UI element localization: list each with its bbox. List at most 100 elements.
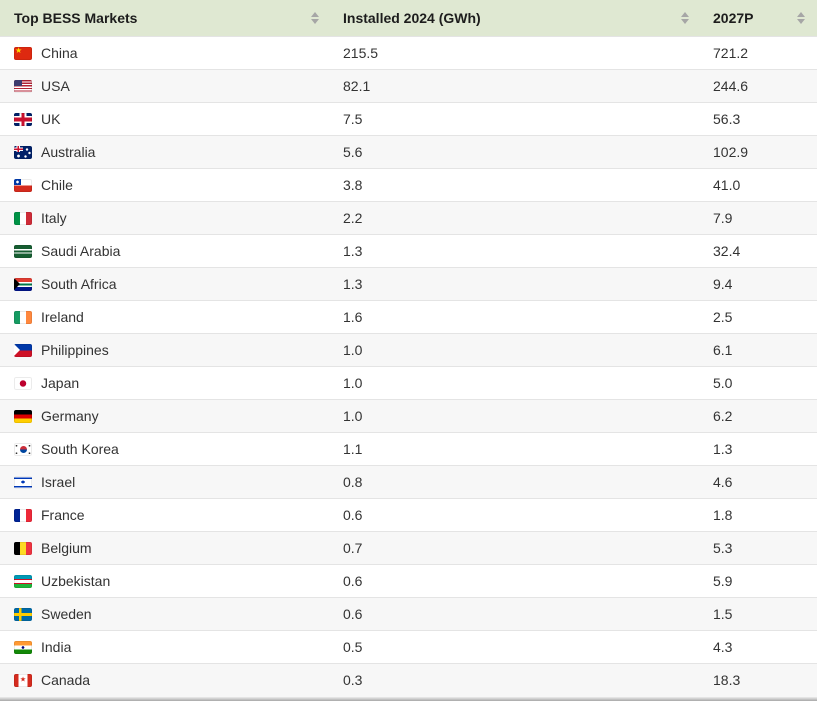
p2027-cell: 6.2 [701,399,817,433]
p2027-cell: 5.3 [701,531,817,565]
country-name: Italy [41,210,67,226]
country-cell: South Africa [0,267,331,301]
installed-2024-cell: 5.6 [331,135,701,169]
flag-icon-uk [14,112,32,126]
table-row: Canada 0.318.3 [0,663,817,697]
flag-icon-belgium [14,541,32,555]
installed-2024-cell: 82.1 [331,69,701,103]
country-cell: Australia [0,135,331,169]
installed-2024-cell: 0.6 [331,597,701,631]
table-row: Ireland 1.6 2.5 [0,300,817,334]
p2027-cell: 32.4 [701,234,817,268]
p2027-cell: 41.0 [701,168,817,202]
flag-icon-uzbekistan [14,574,32,588]
installed-2024-cell: 2.2 [331,201,701,235]
flag-icon-australia [14,145,32,159]
flag-icon-sweden [14,607,32,621]
p2027-cell: 2.5 [701,300,817,334]
p2027-cell: 1.8 [701,498,817,532]
country-name: China [41,45,78,61]
installed-2024-cell: 0.3 [331,663,701,697]
flag-icon-italy [14,211,32,225]
country-cell: Uzbekistan [0,564,331,598]
p2027-cell: 1.3 [701,432,817,466]
table-bottom-edge [0,696,817,701]
country-name: Belgium [41,540,92,556]
country-name: Australia [41,144,96,160]
installed-2024-cell: 0.7 [331,531,701,565]
table-row: Philippines 1.0 6.1 [0,333,817,367]
installed-2024-cell: 1.6 [331,300,701,334]
table-row: South Korea 1.1 1.3 [0,432,817,466]
p2027-cell: 18.3 [701,663,817,697]
country-cell: Germany [0,399,331,433]
column-header-markets[interactable]: Top BESS Markets [0,0,331,37]
flag-icon-germany [14,409,32,423]
installed-2024-cell: 0.6 [331,498,701,532]
country-name: Saudi Arabia [41,243,121,259]
country-cell: Japan [0,366,331,400]
table-row: Uzbekistan 0.6 5.9 [0,564,817,598]
p2027-cell: 4.3 [701,630,817,664]
country-name: Sweden [41,606,92,622]
flag-icon-chile [14,178,32,192]
country-cell: France [0,498,331,532]
table-row: Australia 5.6 102.9 [0,135,817,169]
p2027-cell: 6.1 [701,333,817,367]
flag-icon-south-korea [14,442,32,456]
installed-2024-cell: 1.3 [331,267,701,301]
flag-icon-saudi-arabia [14,244,32,258]
country-cell: Chile [0,168,331,202]
table-row: Japan 1.0 5.0 [0,366,817,400]
country-cell: China [0,36,331,70]
country-cell: UK [0,102,331,136]
table-row: USA 82.1 244.6 [0,69,817,103]
sort-arrows-icon[interactable] [681,12,689,24]
country-name: UK [41,111,61,127]
flag-icon-china [14,46,32,60]
table-row: South Africa 1.3 9.4 [0,267,817,301]
country-cell: Ireland [0,300,331,334]
column-header-installed-2024[interactable]: Installed 2024 (GWh) [331,0,701,37]
country-cell: Sweden [0,597,331,631]
flag-icon-usa [14,79,32,93]
p2027-cell: 5.0 [701,366,817,400]
p2027-cell: 4.6 [701,465,817,499]
country-name: Germany [41,408,99,424]
table-row: Belgium 0.7 5.3 [0,531,817,565]
country-name: Chile [41,177,73,193]
flag-icon-japan [14,376,32,390]
installed-2024-cell: 0.6 [331,564,701,598]
flag-icon-israel [14,475,32,489]
p2027-cell: 1.5 [701,597,817,631]
table-header-row: Top BESS Markets Installed 2024 (GWh) 20… [0,0,817,37]
table-row: Chile 3.8 41.0 [0,168,817,202]
table-row: Italy 2.2 7.9 [0,201,817,235]
flag-icon-philippines [14,343,32,357]
installed-2024-cell: 7.5 [331,102,701,136]
table-row: Israel 0.8 4.6 [0,465,817,499]
p2027-cell: 7.9 [701,201,817,235]
country-name: South Africa [41,276,117,292]
country-cell: USA [0,69,331,103]
country-cell: India [0,630,331,664]
sort-arrows-icon[interactable] [311,12,319,24]
column-label-2027p: 2027P [713,10,754,26]
country-cell: Israel [0,465,331,499]
installed-2024-cell: 1.0 [331,399,701,433]
column-header-2027p[interactable]: 2027P [701,0,817,37]
country-cell: South Korea [0,432,331,466]
table-row: Saudi Arabia 1.3 32.4 [0,234,817,268]
country-name: Ireland [41,309,84,325]
flag-icon-ireland [14,310,32,324]
flag-icon-india [14,640,32,654]
country-name: Uzbekistan [41,573,111,589]
sort-arrows-icon[interactable] [797,12,805,24]
installed-2024-cell: 1.3 [331,234,701,268]
flag-icon-france [14,508,32,522]
p2027-cell: 56.3 [701,102,817,136]
country-name: USA [41,78,70,94]
p2027-cell: 244.6 [701,69,817,103]
